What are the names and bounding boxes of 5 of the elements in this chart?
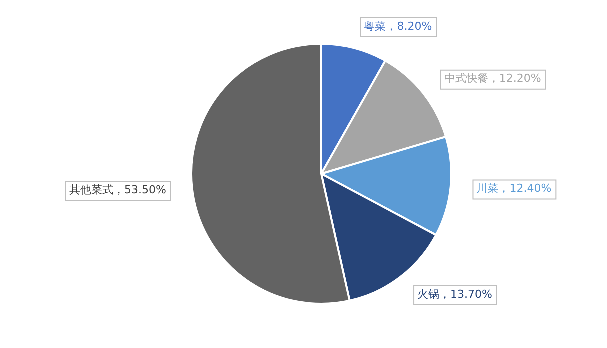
slice-label: 火锅，13.70% xyxy=(418,288,492,301)
slice-label: 其他菜式，53.50% xyxy=(69,184,166,197)
slice-label: 中式快餐，12.20% xyxy=(444,72,542,86)
slice-label: 粤菜，8.20% xyxy=(364,20,432,33)
slice-label: 川菜，12.40% xyxy=(476,182,552,196)
